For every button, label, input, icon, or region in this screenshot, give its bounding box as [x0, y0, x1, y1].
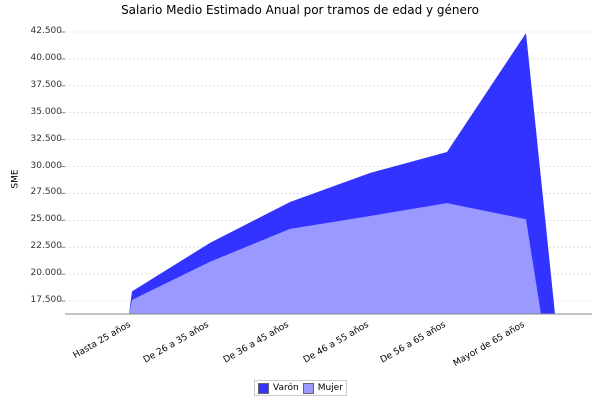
legend-label-mujer: Mujer: [317, 383, 343, 393]
y-tick: 35.000: [30, 106, 63, 117]
y-tick: 37.500: [30, 79, 63, 90]
y-tick: 30.000: [30, 160, 63, 171]
y-tick: 27.500: [30, 187, 63, 198]
y-tick: 20.000: [30, 268, 63, 279]
y-tick: 22.500: [30, 241, 63, 252]
y-tick: 25.000: [30, 214, 63, 225]
y-tick: 17.500: [30, 295, 63, 305]
legend-swatch-varon: [258, 382, 269, 394]
y-tick: 32.500: [30, 133, 63, 144]
legend: Varón Mujer: [254, 380, 347, 396]
legend-label-varon: Varón: [273, 383, 299, 393]
y-tick: 40.000: [30, 52, 63, 63]
y-tick: 42.500: [30, 26, 63, 36]
chart-title: Salario Medio Estimado Anual por tramos …: [121, 3, 479, 17]
area-1: [129, 203, 541, 314]
legend-swatch-mujer: [302, 382, 314, 394]
